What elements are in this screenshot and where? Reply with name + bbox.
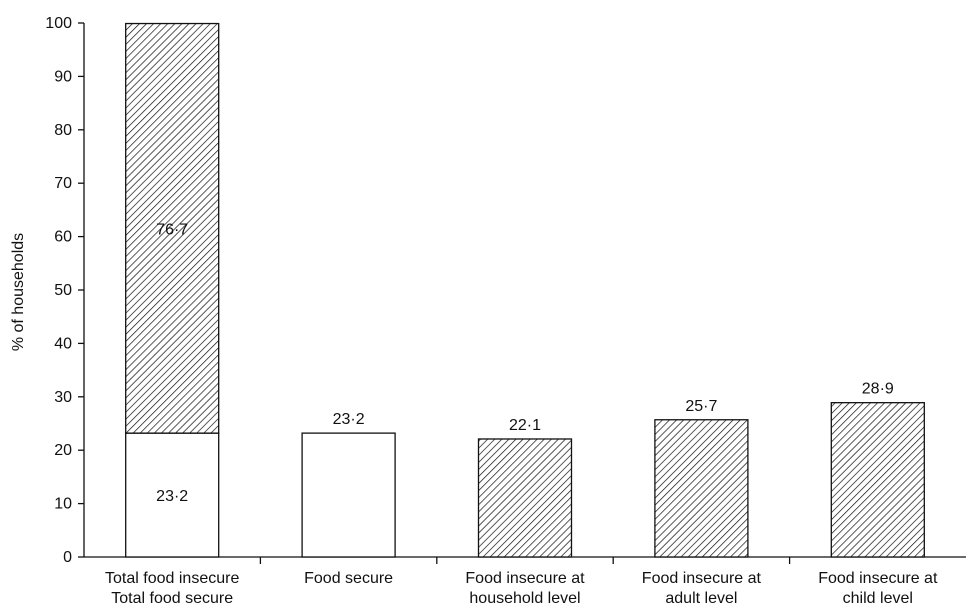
data-label: 28·9 (862, 381, 894, 398)
x-category-label: Food insecure at (642, 570, 762, 587)
bar-hatched (125, 22, 220, 434)
data-label: 25·7 (685, 398, 717, 415)
y-tick-label: 90 (54, 68, 72, 85)
y-axis-title-group: % of households (10, 233, 27, 351)
x-category-label: adult level (665, 590, 737, 607)
bar-plain (125, 432, 220, 558)
y-tick-label: 40 (54, 335, 72, 352)
bar-hatched (830, 402, 925, 558)
y-tick-label: 70 (54, 175, 72, 192)
x-category-label: Food insecure at (818, 570, 938, 587)
bar-plain (301, 432, 396, 558)
x-category-label: Total food insecure (105, 570, 239, 587)
y-tick-label: 50 (54, 282, 72, 299)
y-tick-label: 30 (54, 389, 72, 406)
y-tick-label: 80 (54, 122, 72, 139)
bar-hatched (477, 438, 573, 558)
data-label: 23·2 (156, 488, 188, 505)
y-tick-label: 10 (54, 496, 72, 513)
bar-hatched (654, 419, 749, 558)
x-category-label: child level (843, 590, 913, 607)
x-category-label: Total food secure (111, 590, 233, 607)
plot-area: 0 10 20 30 40 50 60 70 80 90 100 23·2 76·7 23·2 22·1 25… (45, 15, 966, 607)
y-tick-label: 60 (54, 229, 72, 246)
y-tick-label: 100 (45, 15, 72, 32)
data-label: 22·1 (509, 417, 541, 434)
x-category-label: Food insecure at (465, 570, 585, 587)
x-category-label: household level (469, 590, 580, 607)
data-label: 76·7 (156, 221, 188, 238)
data-label: 23·2 (333, 411, 365, 428)
x-category-label: Food secure (304, 570, 393, 587)
y-tick-label: 20 (54, 442, 72, 459)
y-tick-label: 0 (63, 549, 72, 566)
y-axis-title: % of households (10, 233, 27, 351)
